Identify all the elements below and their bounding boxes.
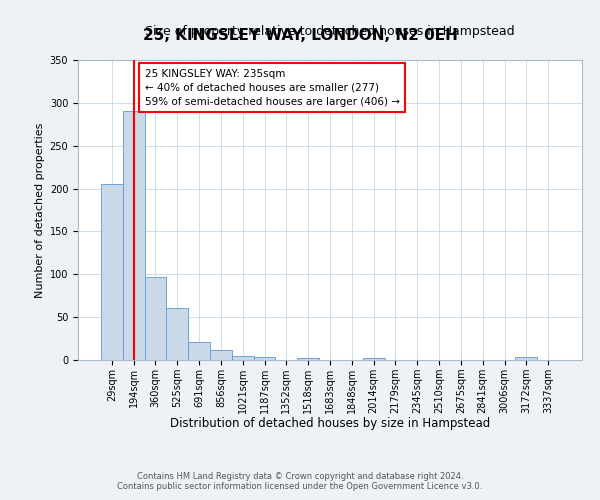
Bar <box>188 342 210 360</box>
Bar <box>166 308 188 360</box>
Text: Contains HM Land Registry data © Crown copyright and database right 2024.: Contains HM Land Registry data © Crown c… <box>137 472 463 481</box>
Bar <box>297 358 319 360</box>
Bar <box>515 358 537 360</box>
Bar <box>145 277 166 360</box>
Text: 25, KINGSLEY WAY, LONDON, N2 0EH: 25, KINGSLEY WAY, LONDON, N2 0EH <box>143 28 457 42</box>
Title: Size of property relative to detached houses in Hampstead: Size of property relative to detached ho… <box>145 25 515 38</box>
Bar <box>101 184 123 360</box>
Bar <box>123 110 145 360</box>
Bar <box>254 356 275 360</box>
Bar <box>232 356 254 360</box>
Bar <box>363 358 385 360</box>
Text: Contains public sector information licensed under the Open Government Licence v3: Contains public sector information licen… <box>118 482 482 491</box>
Text: 25 KINGSLEY WAY: 235sqm
← 40% of detached houses are smaller (277)
59% of semi-d: 25 KINGSLEY WAY: 235sqm ← 40% of detache… <box>145 68 400 106</box>
X-axis label: Distribution of detached houses by size in Hampstead: Distribution of detached houses by size … <box>170 418 490 430</box>
Y-axis label: Number of detached properties: Number of detached properties <box>35 122 46 298</box>
Bar <box>210 350 232 360</box>
